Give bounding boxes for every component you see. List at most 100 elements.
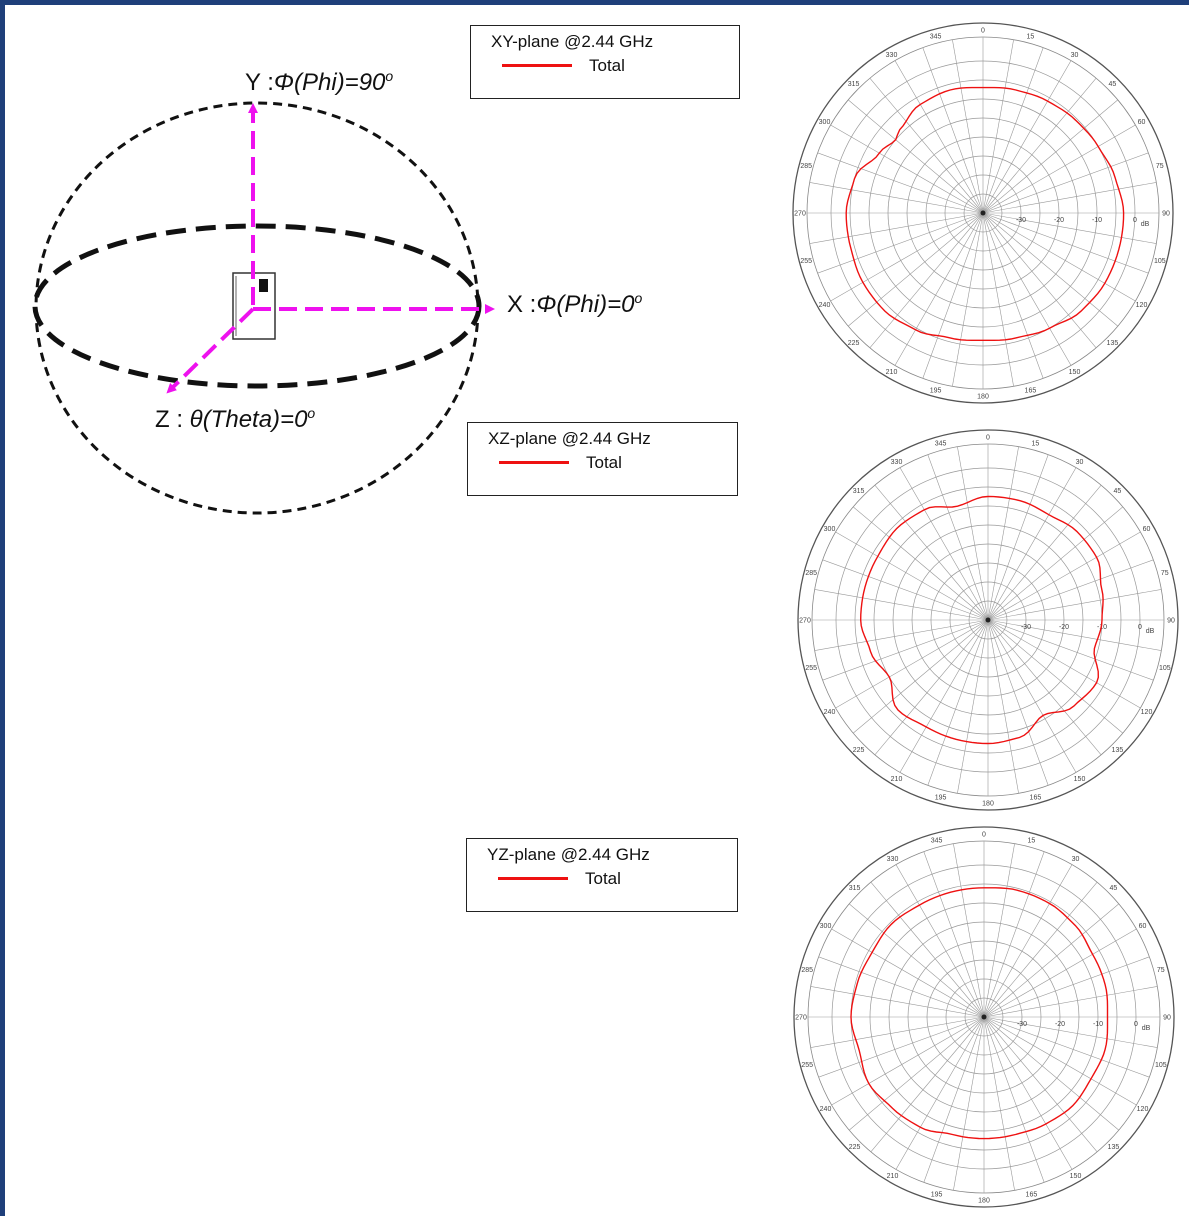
polar-spoke bbox=[987, 619, 1162, 651]
polar-radial-label: 0 bbox=[1133, 217, 1137, 224]
polar-spoke bbox=[983, 903, 1119, 1018]
polar-spoke bbox=[982, 212, 1072, 366]
polar-spoke bbox=[818, 1016, 985, 1078]
polar-spoke bbox=[848, 212, 984, 327]
polar-angle-label: 165 bbox=[1026, 1191, 1038, 1198]
polar-spoke bbox=[987, 485, 1102, 621]
z-axis-name: θ(Theta)=0 bbox=[189, 406, 308, 433]
polar-angle-label: 180 bbox=[982, 801, 994, 808]
polar-angle-label: 345 bbox=[930, 34, 942, 41]
polar-spoke bbox=[870, 882, 985, 1018]
polar-angle-label: 345 bbox=[931, 838, 943, 845]
polar-spoke bbox=[983, 1016, 1073, 1170]
polar-spoke bbox=[983, 864, 1073, 1018]
polar-angle-label: 30 bbox=[1071, 52, 1079, 59]
polar-angle-label: 180 bbox=[978, 1198, 990, 1205]
polar-angle-label: 120 bbox=[1136, 302, 1148, 309]
polar-angle-label: 195 bbox=[931, 1191, 943, 1198]
polar-angle-label: 285 bbox=[801, 967, 813, 974]
polar-angle-label: 120 bbox=[1137, 1106, 1149, 1113]
polar-angle-label: 315 bbox=[849, 885, 861, 892]
series-total-line bbox=[845, 86, 1125, 341]
polar-angle-label: 240 bbox=[820, 1106, 832, 1113]
polar-spoke bbox=[874, 619, 989, 755]
polar-spoke bbox=[922, 212, 984, 379]
polar-spoke bbox=[987, 559, 1154, 621]
polar-spoke bbox=[810, 1016, 985, 1048]
polar-spoke bbox=[831, 928, 985, 1018]
polar-spoke bbox=[987, 619, 1077, 773]
x-axis-sup: o bbox=[634, 290, 643, 306]
polar-center bbox=[985, 617, 991, 623]
polar-spoke bbox=[987, 446, 1019, 621]
polar-spoke bbox=[831, 1016, 985, 1106]
polar-spoke bbox=[982, 212, 1157, 244]
polar-angle-label: 15 bbox=[1032, 441, 1040, 448]
polar-spoke bbox=[853, 506, 989, 621]
polar-spoke bbox=[982, 152, 1149, 214]
polar-spoke bbox=[894, 60, 984, 214]
polar-spoke bbox=[899, 467, 989, 621]
left-border bbox=[0, 0, 5, 1216]
polar-spoke bbox=[982, 39, 1014, 214]
polar-angle-label: 315 bbox=[848, 81, 860, 88]
polar-spoke bbox=[983, 1016, 1015, 1191]
polar-angle-label: 60 bbox=[1139, 923, 1147, 930]
polar-spoke bbox=[822, 559, 989, 621]
polar-angle-label: 240 bbox=[824, 709, 836, 716]
polar-spoke bbox=[982, 212, 1097, 348]
polar-radial-label: -20 bbox=[1059, 624, 1069, 631]
polar-angle-label: 135 bbox=[1112, 747, 1124, 754]
polar-angle-label: 270 bbox=[795, 1015, 807, 1022]
polar-angle-label: 270 bbox=[794, 211, 806, 218]
polar-spoke bbox=[983, 851, 1045, 1018]
top-border bbox=[0, 0, 1189, 5]
polar-chart-xz: 0 15 30 45 60 75 90 105 120 135 150 165 180 195 210 225… bbox=[797, 429, 1179, 811]
polar-spoke bbox=[983, 1016, 1045, 1183]
legend-xy-swatch bbox=[502, 64, 572, 67]
polar-angle-label: 300 bbox=[824, 526, 836, 533]
y-axis-sup: o bbox=[385, 68, 394, 84]
polar-spoke bbox=[923, 1016, 985, 1183]
polar-chart-yz: 0 15 30 45 60 75 90 105 120 135 150 165 180 195 210 225… bbox=[793, 826, 1175, 1208]
polar-spoke bbox=[987, 619, 1049, 786]
polar-spoke bbox=[983, 1016, 1119, 1131]
legend-yz-swatch bbox=[498, 877, 568, 880]
legend-xz-swatch bbox=[499, 461, 569, 464]
legend-xz-title: XZ-plane @2.44 GHz bbox=[488, 429, 651, 448]
polar-angle-label: 75 bbox=[1156, 163, 1164, 170]
polar-unit-label: dB bbox=[1142, 1025, 1151, 1032]
polar-angle-label: 210 bbox=[887, 1173, 899, 1180]
polar-angle-label: 330 bbox=[886, 52, 898, 59]
polar-radial-label: -30 bbox=[1017, 1021, 1027, 1028]
polar-spoke bbox=[822, 619, 989, 681]
polar-spoke bbox=[895, 864, 985, 1018]
polar-spoke bbox=[809, 182, 984, 214]
polar-spoke bbox=[987, 619, 1141, 709]
polar-radial-label: 0 bbox=[1138, 624, 1142, 631]
polar-spoke bbox=[927, 454, 989, 621]
polar-spoke bbox=[983, 986, 1158, 1018]
polar-angle-label: 285 bbox=[805, 570, 817, 577]
polar-angle-label: 45 bbox=[1109, 81, 1117, 88]
polar-spoke bbox=[987, 619, 1019, 794]
x-axis-name: Φ(Phi)=0 bbox=[536, 291, 635, 318]
polar-spoke bbox=[982, 124, 1136, 214]
polar-angle-label: 225 bbox=[848, 340, 860, 347]
polar-spoke bbox=[848, 99, 984, 214]
polar-spoke bbox=[987, 619, 1102, 755]
polar-spoke bbox=[987, 619, 1154, 681]
polar-angle-label: 135 bbox=[1108, 1144, 1120, 1151]
polar-spoke bbox=[835, 531, 989, 621]
polar-spoke bbox=[957, 619, 989, 794]
legend-xz-series: Total bbox=[586, 453, 622, 472]
polar-angle-label: 285 bbox=[800, 163, 812, 170]
polar-center bbox=[980, 210, 986, 216]
polar-spoke bbox=[983, 956, 1150, 1018]
series-total-line bbox=[859, 495, 1104, 745]
legend-xy: XY-plane @2.44 GHz Total bbox=[470, 25, 740, 99]
polar-spoke bbox=[982, 212, 1044, 379]
x-axis-prefix: X : bbox=[507, 291, 537, 318]
polar-spoke bbox=[830, 124, 984, 214]
polar-spoke bbox=[835, 619, 989, 709]
